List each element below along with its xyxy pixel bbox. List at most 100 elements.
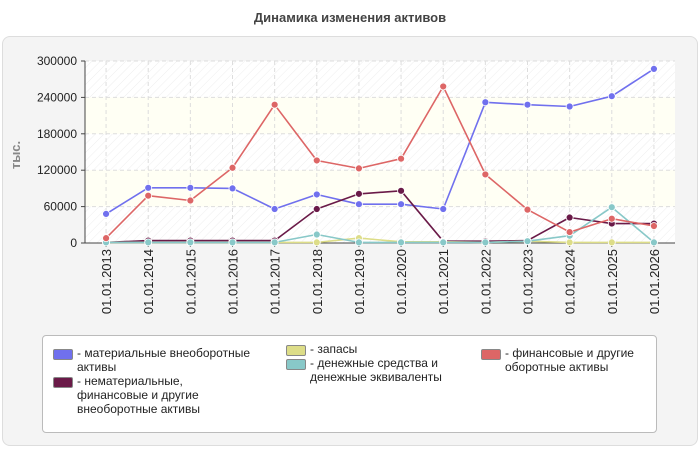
series-line xyxy=(105,68,655,215)
legend-item: - материальные внеоборотные активы xyxy=(53,346,253,374)
plot-band xyxy=(85,97,675,134)
legend-label: - нематериальные, финансовые и другие вн… xyxy=(77,374,200,416)
series-line xyxy=(105,85,655,239)
y-tick-labels: 0 60000 120000 180000 240000 300000 xyxy=(37,54,77,250)
series-line xyxy=(106,206,655,244)
legend-item: - нематериальные, финансовые и другие вн… xyxy=(53,374,253,416)
x-tick-label: 01.01.2022 xyxy=(478,249,493,314)
series-point xyxy=(228,163,237,172)
series-point xyxy=(439,238,448,247)
plot-background xyxy=(85,61,675,243)
y-axis-label: тыс. xyxy=(8,141,23,169)
x-tick-label: 01.01.2013 xyxy=(99,249,114,314)
chart-legend: - материальные внеоборотные активы - нема… xyxy=(42,335,657,433)
series-points xyxy=(102,64,658,247)
legend-label: - денежные средства и денежные эквивален… xyxy=(310,356,442,384)
series-point xyxy=(397,186,405,195)
series-point xyxy=(397,200,405,209)
legend-swatch xyxy=(53,377,73,388)
y-tick-label: 300000 xyxy=(37,54,77,68)
plot-band xyxy=(85,61,675,98)
series-point xyxy=(312,156,321,165)
series-point xyxy=(607,92,616,101)
series-point xyxy=(565,228,574,236)
legend-label: - финансовые и другие оборотные активы xyxy=(505,346,634,374)
series-point xyxy=(355,164,363,173)
series-point xyxy=(355,200,363,209)
legend-swatch xyxy=(286,345,306,356)
series-point xyxy=(312,190,321,199)
plot-band xyxy=(85,206,675,243)
series-lines xyxy=(105,68,655,244)
series-point xyxy=(144,183,153,192)
x-tick-labels: 01.01.2013 01.01.2014 01.01.2015 01.01.2016… xyxy=(99,249,662,314)
series-point xyxy=(565,238,574,247)
series-point xyxy=(186,196,195,205)
series-point xyxy=(102,234,110,243)
series-point xyxy=(607,203,616,212)
series-point xyxy=(355,238,363,247)
series-point xyxy=(397,154,405,163)
legend-swatch xyxy=(286,359,306,370)
series-point xyxy=(186,238,195,247)
x-tick-label: 01.01.2019 xyxy=(352,249,367,314)
series-point xyxy=(144,191,153,200)
legend-swatch xyxy=(481,349,501,360)
series-point xyxy=(439,82,448,91)
series-point xyxy=(481,238,490,247)
y-tick-label: 120000 xyxy=(37,163,77,177)
x-tick-label: 01.01.2020 xyxy=(394,249,409,314)
series-point xyxy=(523,100,532,109)
x-tick-label: 01.01.2025 xyxy=(605,249,620,314)
plot-band xyxy=(85,133,675,171)
y-tick-label: 180000 xyxy=(37,127,77,141)
series-point xyxy=(144,238,153,247)
series-point xyxy=(650,222,658,230)
series-point xyxy=(102,209,110,218)
series-point xyxy=(650,238,658,247)
series-point xyxy=(228,184,237,193)
series-point xyxy=(439,205,448,213)
legend-item: - запасы xyxy=(286,342,456,356)
x-tick-label: 01.01.2026 xyxy=(647,249,662,314)
series-point xyxy=(186,183,195,192)
x-tick-label: 01.01.2016 xyxy=(226,249,241,314)
series-point xyxy=(312,238,321,247)
series-point xyxy=(650,64,658,73)
x-tick-label: 01.01.2015 xyxy=(183,249,198,314)
series-point xyxy=(481,98,490,107)
series-point xyxy=(565,213,574,222)
x-tick-label: 01.01.2023 xyxy=(521,249,536,314)
x-tick-label: 01.01.2018 xyxy=(310,249,325,314)
series-point xyxy=(270,238,279,247)
x-tick-label: 01.01.2017 xyxy=(268,249,283,314)
legend-label: - запасы xyxy=(310,342,358,356)
series-point xyxy=(228,238,237,247)
x-tick-label: 01.01.2024 xyxy=(563,249,578,314)
series-point xyxy=(607,238,616,247)
series-point xyxy=(607,214,616,223)
legend-swatch xyxy=(53,349,73,360)
series-point xyxy=(312,205,321,213)
x-tick-label: 01.01.2021 xyxy=(436,249,451,314)
series-point xyxy=(270,100,279,109)
x-tick-label: 01.01.2014 xyxy=(141,249,156,314)
series-point xyxy=(481,170,490,179)
y-tick-label: 240000 xyxy=(37,90,77,104)
series-point xyxy=(523,205,532,214)
legend-item: - денежные средства и денежные эквивален… xyxy=(286,356,456,384)
series-point xyxy=(270,205,279,213)
series-point xyxy=(312,230,321,239)
chart-title: Динамика изменения активов xyxy=(253,10,447,25)
legend-label: - материальные внеоборотные активы xyxy=(77,346,250,374)
series-point xyxy=(523,237,532,246)
series-line xyxy=(106,190,654,244)
y-tick-label: 0 xyxy=(70,236,77,250)
series-point xyxy=(565,102,574,111)
series-point xyxy=(397,238,405,247)
series-point xyxy=(355,189,363,198)
legend-item: - финансовые и другие оборотные активы xyxy=(481,346,651,374)
y-tick-label: 60000 xyxy=(44,200,78,214)
